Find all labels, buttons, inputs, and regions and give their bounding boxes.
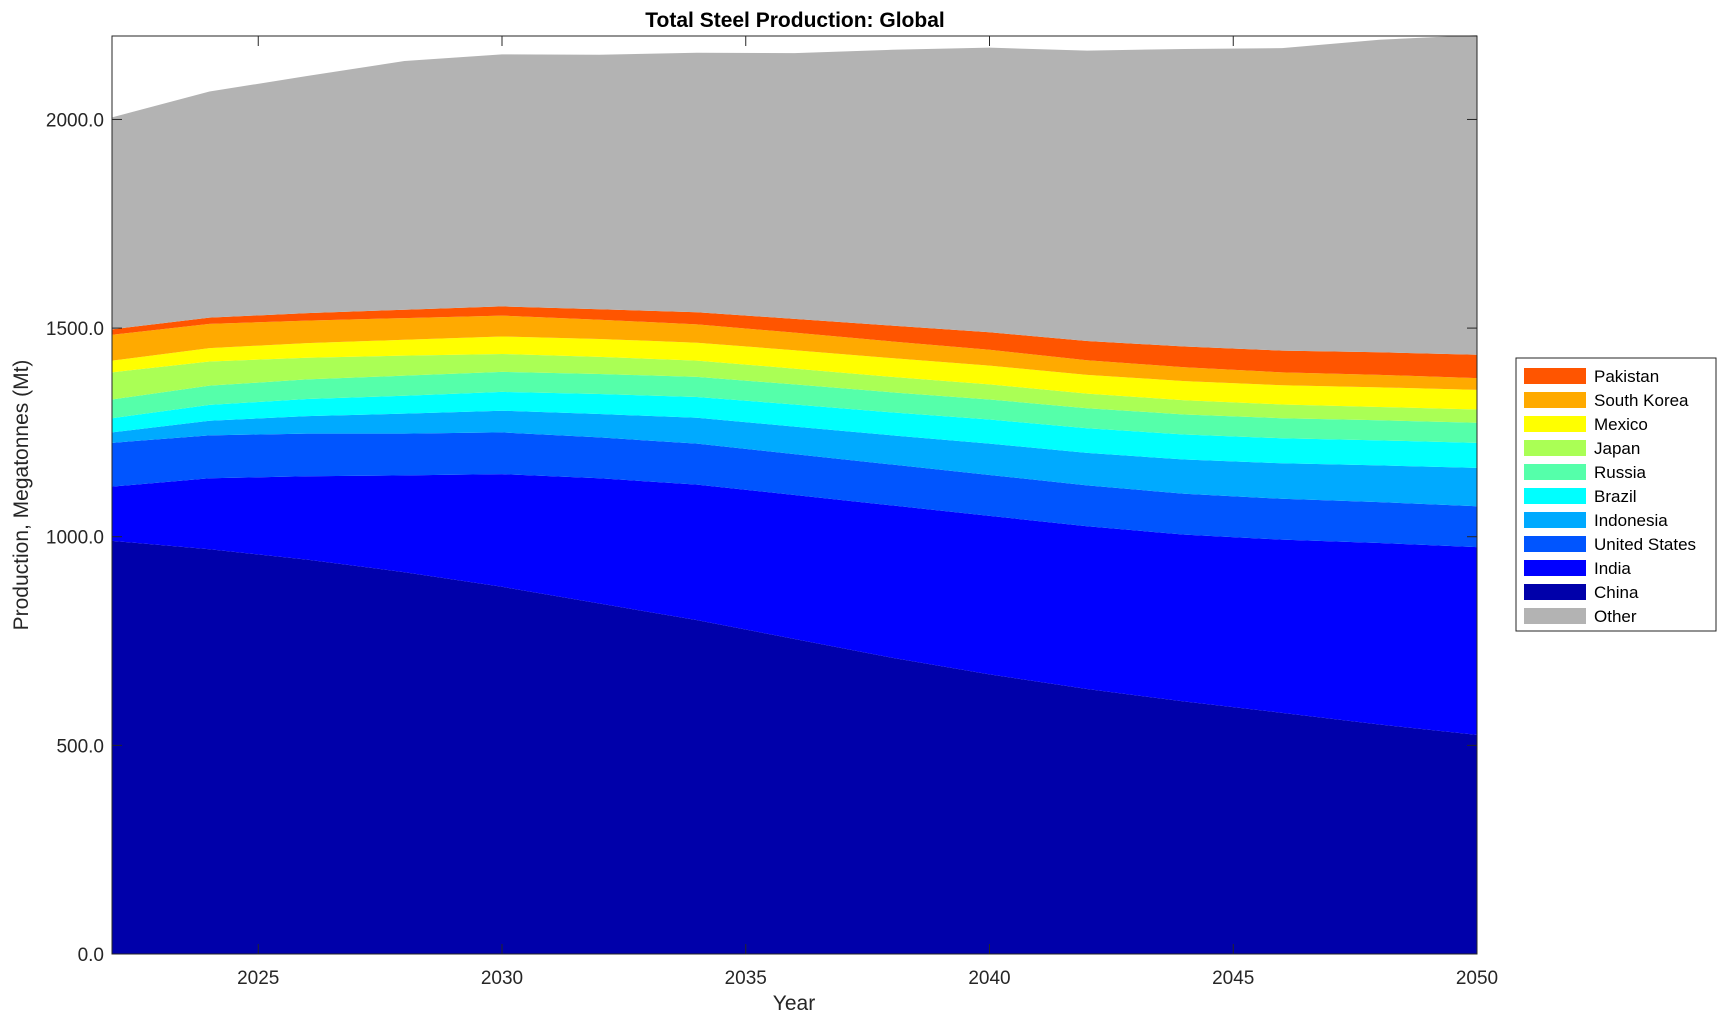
- legend-label-indonesia: Indonesia: [1594, 511, 1668, 530]
- x-tick-label: 2030: [481, 968, 523, 989]
- x-tick-label: 2040: [968, 968, 1010, 989]
- legend-label-other: Other: [1594, 607, 1637, 626]
- area-brazil: [112, 391, 1477, 468]
- x-axis-ticks: 2025 2030 2035 2040 2045 2050: [237, 36, 1498, 989]
- legend-label-united-states: United States: [1594, 535, 1696, 554]
- area-india: [112, 474, 1477, 735]
- x-tick-label: 2050: [1456, 968, 1498, 989]
- area-mexico: [112, 336, 1477, 410]
- legend-label-india: India: [1594, 559, 1631, 578]
- y-axis-ticks: 0.0 500.0 1000.0 1500.0 2000.0: [46, 110, 1477, 966]
- area-indonesia: [112, 410, 1477, 507]
- legend-swatch-brazil: [1524, 488, 1586, 504]
- y-tick-label: 2000.0: [46, 110, 104, 131]
- legend-swatch-other: [1524, 608, 1586, 624]
- area-china: [112, 540, 1477, 954]
- x-axis-label: Year: [773, 992, 815, 1015]
- area-south-korea: [112, 315, 1477, 390]
- area-layers: [112, 35, 1477, 954]
- area-pakistan: [112, 306, 1477, 379]
- plot-area-frame: [111, 35, 1478, 955]
- legend-label-china: China: [1594, 583, 1639, 602]
- chart-title: Total Steel Production: Global: [645, 9, 944, 32]
- legend-swatch-china: [1524, 584, 1586, 600]
- area-russia: [112, 371, 1477, 443]
- y-tick-label: 1500.0: [46, 319, 104, 340]
- legend-label-russia: Russia: [1594, 463, 1647, 482]
- legend: Pakistan South Korea Mexico Japan Russia Braz…: [1515, 357, 1717, 632]
- x-tick-label: 2045: [1212, 968, 1254, 989]
- area-japan: [112, 353, 1477, 423]
- x-tick-label: 2025: [237, 968, 279, 989]
- legend-swatch-south-korea: [1524, 392, 1586, 408]
- x-tick-label: 2035: [725, 968, 767, 989]
- legend-label-south-korea: South Korea: [1594, 391, 1689, 410]
- legend-swatch-russia: [1524, 464, 1586, 480]
- legend-label-pakistan: Pakistan: [1594, 367, 1659, 386]
- area-united-states: [112, 432, 1477, 548]
- legend-swatch-mexico: [1524, 416, 1586, 432]
- y-tick-label: 500.0: [56, 736, 104, 757]
- y-tick-label: 0.0: [78, 945, 104, 966]
- legend-label-japan: Japan: [1594, 439, 1640, 458]
- y-axis-label: Production, Megatonnes (Mt): [10, 360, 33, 631]
- legend-swatch-indonesia: [1524, 512, 1586, 528]
- legend-swatch-japan: [1524, 440, 1586, 456]
- legend-label-brazil: Brazil: [1594, 487, 1637, 506]
- y-tick-label: 1000.0: [46, 528, 104, 549]
- legend-swatch-india: [1524, 560, 1586, 576]
- area-other: [112, 35, 1477, 355]
- legend-label-mexico: Mexico: [1594, 415, 1648, 434]
- legend-swatch-united-states: [1524, 536, 1586, 552]
- legend-swatch-pakistan: [1524, 368, 1586, 384]
